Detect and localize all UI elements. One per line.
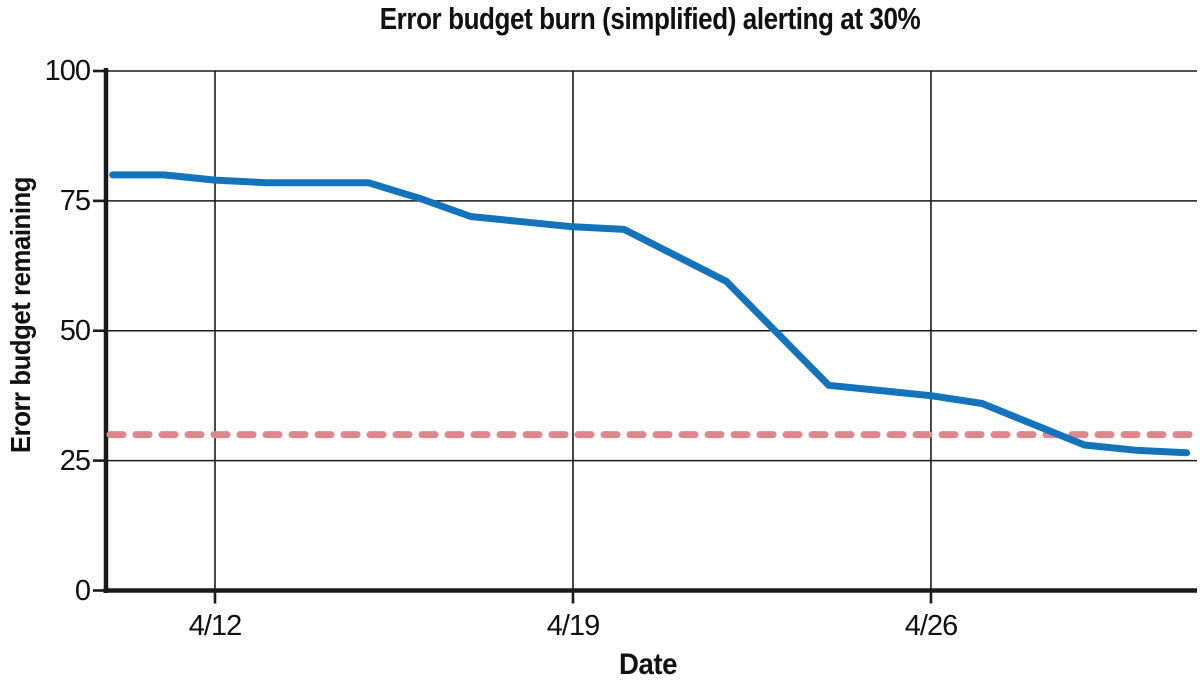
y-tick-label-25: 25 xyxy=(59,445,91,477)
y-tick-label-100: 100 xyxy=(44,55,91,87)
x-axis-label: Date xyxy=(619,648,677,681)
x-tick-label-412: 4/12 xyxy=(188,610,242,642)
y-tick-label-0: 0 xyxy=(74,575,91,607)
x-tick-label-419: 4/19 xyxy=(546,610,600,642)
x-tick-label-426: 4/26 xyxy=(904,610,958,642)
y-tick-label-50: 50 xyxy=(59,315,91,347)
chart-title: Error budget burn (simplified) alerting … xyxy=(379,1,921,36)
error-budget-series-line xyxy=(109,171,1191,457)
y-tick-label-75: 75 xyxy=(59,185,91,217)
